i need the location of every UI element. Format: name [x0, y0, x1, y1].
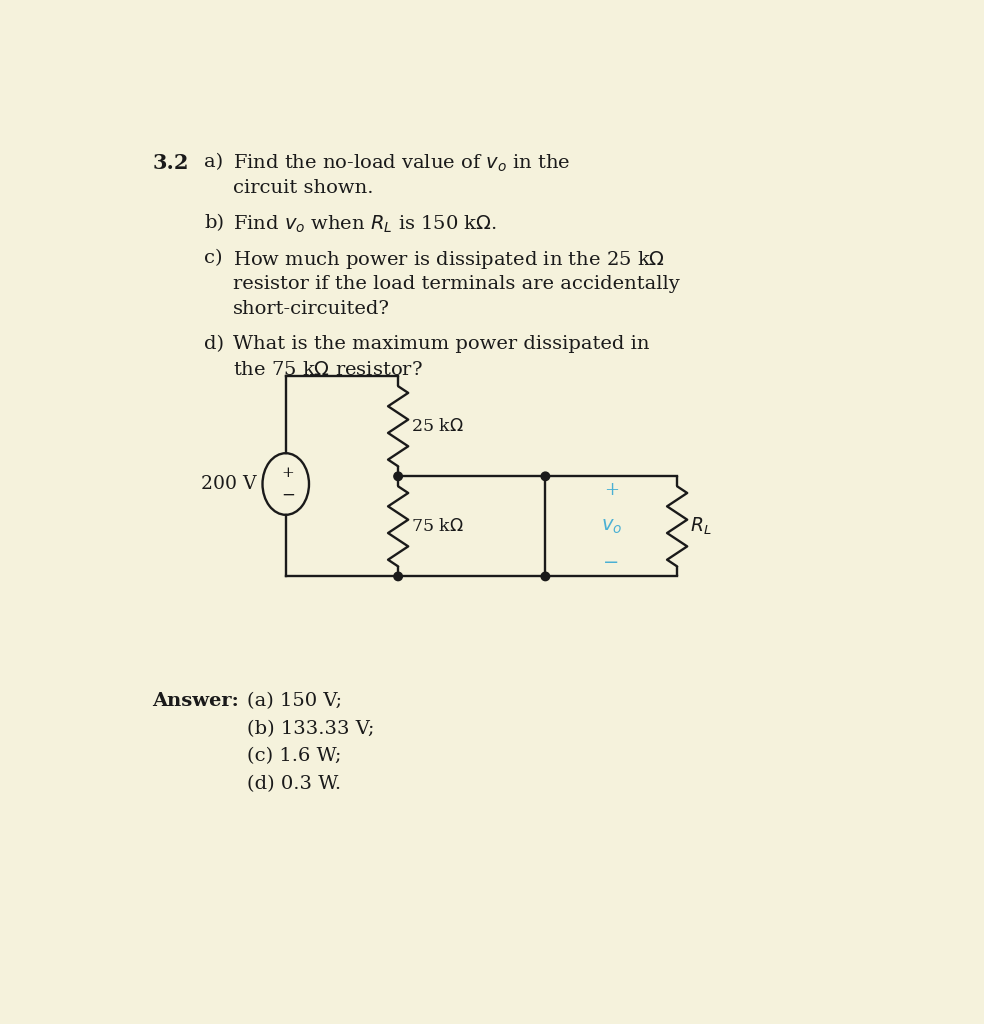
Text: Answer:: Answer: — [153, 692, 239, 710]
Circle shape — [394, 472, 402, 480]
Text: the 75 k$\Omega$ resistor?: the 75 k$\Omega$ resistor? — [233, 361, 423, 379]
Text: −: − — [281, 486, 295, 503]
Text: (c) 1.6 W;: (c) 1.6 W; — [247, 748, 341, 765]
Text: How much power is dissipated in the 25 k$\Omega$: How much power is dissipated in the 25 k… — [233, 249, 665, 270]
Text: $v_o$: $v_o$ — [600, 517, 622, 536]
Text: $R_L$: $R_L$ — [691, 516, 711, 537]
Text: +: + — [604, 481, 619, 499]
Circle shape — [394, 572, 402, 581]
Circle shape — [541, 572, 550, 581]
Text: 25 k$\Omega$: 25 k$\Omega$ — [411, 418, 464, 435]
Text: Find $v_o$ when $R_L$ is 150 k$\Omega$.: Find $v_o$ when $R_L$ is 150 k$\Omega$. — [233, 214, 497, 236]
Text: 200 V: 200 V — [201, 475, 256, 493]
Text: b): b) — [205, 214, 224, 231]
Text: (d) 0.3 W.: (d) 0.3 W. — [247, 775, 341, 793]
Text: (b) 133.33 V;: (b) 133.33 V; — [247, 720, 375, 737]
Text: What is the maximum power dissipated in: What is the maximum power dissipated in — [233, 336, 649, 353]
Text: 75 k$\Omega$: 75 k$\Omega$ — [411, 518, 464, 535]
Circle shape — [541, 472, 550, 480]
Text: (a) 150 V;: (a) 150 V; — [247, 692, 342, 710]
Text: 3.2: 3.2 — [153, 153, 189, 173]
Text: c): c) — [205, 249, 222, 267]
Text: resistor if the load terminals are accidentally: resistor if the load terminals are accid… — [233, 274, 680, 293]
Text: circuit shown.: circuit shown. — [233, 179, 374, 197]
Text: −: − — [603, 554, 620, 571]
Text: short-circuited?: short-circuited? — [233, 300, 390, 318]
Text: d): d) — [205, 336, 224, 353]
Text: Find the no-load value of $v_o$ in the: Find the no-load value of $v_o$ in the — [233, 153, 571, 174]
Text: a): a) — [205, 153, 223, 171]
Text: +: + — [281, 466, 294, 480]
